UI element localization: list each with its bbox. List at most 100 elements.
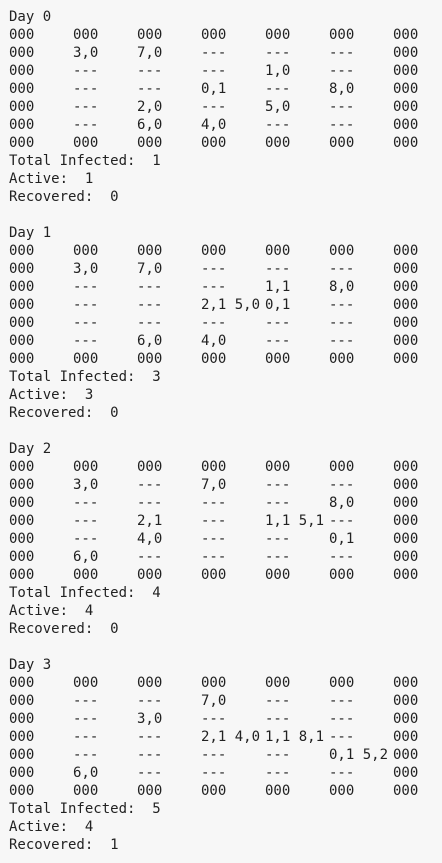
grid-cell: 000 <box>9 711 35 727</box>
grid-cell: 000 <box>9 279 35 295</box>
grid-cell: --- <box>201 765 227 781</box>
grid-cell: 000 <box>9 531 35 547</box>
grid-cell: --- <box>73 513 99 529</box>
grid-cell: --- <box>265 477 291 493</box>
grid-cell: 000 <box>9 81 35 97</box>
grid-cell: 000 <box>73 351 99 367</box>
grid-cell: 000 <box>329 675 355 691</box>
grid-cell: 000 <box>9 117 35 133</box>
grid-cell: 6,0 <box>73 765 99 781</box>
grid-cell: --- <box>265 333 291 349</box>
grid-cell: --- <box>201 747 227 763</box>
grid-cell: 000 <box>137 567 163 583</box>
grid-cell: 000 <box>9 495 35 511</box>
grid-cell: 8,0 <box>329 495 355 511</box>
grid-cell: 000 <box>9 513 35 529</box>
grid-cell: 000 <box>201 675 227 691</box>
total-infected-line: Total Infected: 4 <box>9 585 161 601</box>
grid-cell: 000 <box>393 477 419 493</box>
grid-cell: 000 <box>9 567 35 583</box>
grid-cell: --- <box>73 99 99 115</box>
grid-cell: --- <box>137 747 163 763</box>
grid-cell: 000 <box>265 675 291 691</box>
grid-cell: 000 <box>393 333 419 349</box>
grid-cell: 000 <box>137 351 163 367</box>
grid-cell: 000 <box>201 351 227 367</box>
recovered-line: Recovered: 0 <box>9 405 119 421</box>
grid-cell: 000 <box>137 459 163 475</box>
grid-cell: 7,0 <box>137 261 163 277</box>
grid-cell: --- <box>201 261 227 277</box>
grid-cell: 6,0 <box>137 333 163 349</box>
grid-cell: 000 <box>393 747 419 763</box>
grid-cell: 0,1 <box>329 531 355 547</box>
grid-cell: --- <box>73 315 99 331</box>
grid-cell: --- <box>329 513 355 529</box>
grid-cell: --- <box>265 747 291 763</box>
grid-cell: --- <box>329 693 355 709</box>
grid-cell: 000 <box>73 27 99 43</box>
active-line: Active: 4 <box>9 819 94 835</box>
grid-cell: --- <box>137 315 163 331</box>
grid-cell: 000 <box>9 459 35 475</box>
grid-cell: 000 <box>201 27 227 43</box>
grid-cell: 8,0 <box>329 279 355 295</box>
grid-cell: 000 <box>393 693 419 709</box>
grid-cell: 5,0 <box>265 99 291 115</box>
grid-cell: 000 <box>329 27 355 43</box>
grid-cell: 000 <box>265 243 291 259</box>
grid-cell: 000 <box>265 135 291 151</box>
grid-cell: 000 <box>9 729 35 745</box>
grid-cell: --- <box>329 315 355 331</box>
grid-cell: 1,1 5,1 <box>265 513 325 529</box>
grid-cell: 000 <box>393 783 419 799</box>
grid-cell: 4,0 <box>201 333 227 349</box>
grid-cell: 000 <box>201 135 227 151</box>
grid-cell: 000 <box>393 135 419 151</box>
grid-cell: --- <box>265 81 291 97</box>
grid-cell: 000 <box>393 549 419 565</box>
grid-cell: --- <box>329 477 355 493</box>
grid-cell: 000 <box>137 675 163 691</box>
grid-cell: 000 <box>393 117 419 133</box>
grid-cell: 1,1 8,1 <box>265 729 325 745</box>
grid-cell: 000 <box>393 297 419 313</box>
grid-cell: 000 <box>265 459 291 475</box>
grid-cell: --- <box>329 261 355 277</box>
grid-cell: 000 <box>73 675 99 691</box>
grid-cell: --- <box>329 333 355 349</box>
grid-cell: 000 <box>9 135 35 151</box>
grid-cell: --- <box>329 549 355 565</box>
grid-cell: --- <box>137 495 163 511</box>
grid-cell: 3,0 <box>137 711 163 727</box>
grid-cell: --- <box>265 711 291 727</box>
grid-cell: 000 <box>265 351 291 367</box>
grid-cell: --- <box>137 693 163 709</box>
grid-cell: --- <box>265 261 291 277</box>
grid-cell: 000 <box>393 27 419 43</box>
grid-cell: 000 <box>393 279 419 295</box>
grid-cell: --- <box>329 297 355 313</box>
grid-cell: 000 <box>393 495 419 511</box>
grid-cell: 000 <box>393 315 419 331</box>
grid-cell: 000 <box>9 783 35 799</box>
grid-cell: --- <box>137 549 163 565</box>
grid-cell: 000 <box>9 333 35 349</box>
grid-cell: --- <box>73 279 99 295</box>
grid-cell: 000 <box>9 63 35 79</box>
grid-cell: 000 <box>393 63 419 79</box>
grid-cell: --- <box>265 549 291 565</box>
grid-cell: --- <box>73 333 99 349</box>
grid-cell: --- <box>265 765 291 781</box>
grid-cell: --- <box>73 711 99 727</box>
grid-cell: --- <box>137 279 163 295</box>
grid-cell: 000 <box>201 567 227 583</box>
grid-cell: 0,1 <box>265 297 291 313</box>
grid-cell: --- <box>137 63 163 79</box>
grid-cell: 000 <box>393 243 419 259</box>
grid-cell: --- <box>329 45 355 61</box>
total-infected-line: Total Infected: 3 <box>9 369 161 385</box>
grid-cell: 000 <box>9 45 35 61</box>
grid-cell: 000 <box>201 459 227 475</box>
grid-cell: 7,0 <box>137 45 163 61</box>
